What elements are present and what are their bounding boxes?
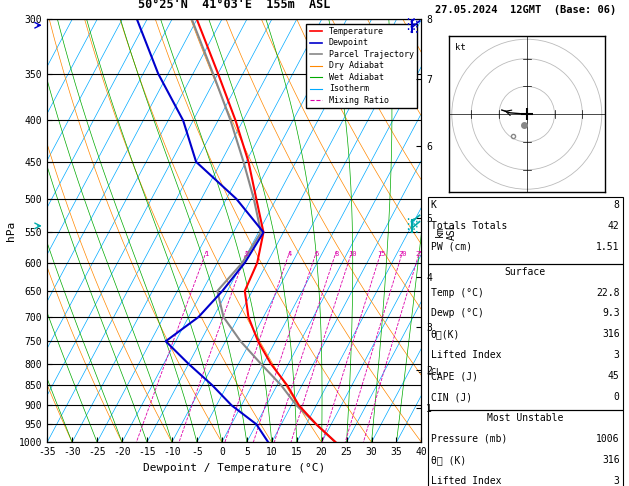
Text: Pressure (mb): Pressure (mb) <box>431 434 507 444</box>
Text: θᴇ(K): θᴇ(K) <box>431 330 460 339</box>
Text: Dewp (°C): Dewp (°C) <box>431 309 484 318</box>
Y-axis label: km
ASL: km ASL <box>435 222 457 240</box>
Text: 1.51: 1.51 <box>596 242 620 252</box>
Text: Lifted Index: Lifted Index <box>431 476 501 486</box>
Text: 27.05.2024  12GMT  (Base: 06): 27.05.2024 12GMT (Base: 06) <box>435 4 616 15</box>
Text: 25: 25 <box>416 251 424 257</box>
Text: 6: 6 <box>314 251 319 257</box>
Text: 316: 316 <box>602 330 620 339</box>
Text: Surface: Surface <box>504 267 546 277</box>
Text: kt: kt <box>455 43 465 52</box>
Text: 45: 45 <box>608 371 620 381</box>
Text: 15: 15 <box>377 251 386 257</box>
Text: 20: 20 <box>399 251 407 257</box>
Text: 22.8: 22.8 <box>596 288 620 297</box>
Text: CIN (J): CIN (J) <box>431 392 472 402</box>
Text: 8: 8 <box>614 200 620 210</box>
Text: 1: 1 <box>204 251 209 257</box>
Text: θᴇ (K): θᴇ (K) <box>431 455 466 465</box>
Text: Totals Totals: Totals Totals <box>431 221 507 231</box>
Text: 10: 10 <box>348 251 356 257</box>
Text: 42: 42 <box>608 221 620 231</box>
Text: ░: ░ <box>407 219 417 233</box>
Text: 0: 0 <box>614 392 620 402</box>
Legend: Temperature, Dewpoint, Parcel Trajectory, Dry Adiabat, Wet Adiabat, Isotherm, Mi: Temperature, Dewpoint, Parcel Trajectory… <box>306 24 417 108</box>
Text: 1006: 1006 <box>596 434 620 444</box>
Text: 9.3: 9.3 <box>602 309 620 318</box>
Text: 316: 316 <box>602 455 620 465</box>
Y-axis label: hPa: hPa <box>6 221 16 241</box>
Text: Temp (°C): Temp (°C) <box>431 288 484 297</box>
Text: ░: ░ <box>407 18 417 33</box>
Text: LCL: LCL <box>426 368 442 377</box>
X-axis label: Dewpoint / Temperature (°C): Dewpoint / Temperature (°C) <box>143 463 325 473</box>
Text: CAPE (J): CAPE (J) <box>431 371 478 381</box>
Text: 4: 4 <box>288 251 292 257</box>
Text: 2: 2 <box>245 251 249 257</box>
Text: 50°25'N  41°03'E  155m  ASL: 50°25'N 41°03'E 155m ASL <box>138 0 330 11</box>
Text: K: K <box>431 200 437 210</box>
Text: 8: 8 <box>334 251 338 257</box>
Text: 3: 3 <box>614 350 620 360</box>
Text: Lifted Index: Lifted Index <box>431 350 501 360</box>
Text: PW (cm): PW (cm) <box>431 242 472 252</box>
Text: 3: 3 <box>614 476 620 486</box>
Text: Most Unstable: Most Unstable <box>487 413 564 423</box>
